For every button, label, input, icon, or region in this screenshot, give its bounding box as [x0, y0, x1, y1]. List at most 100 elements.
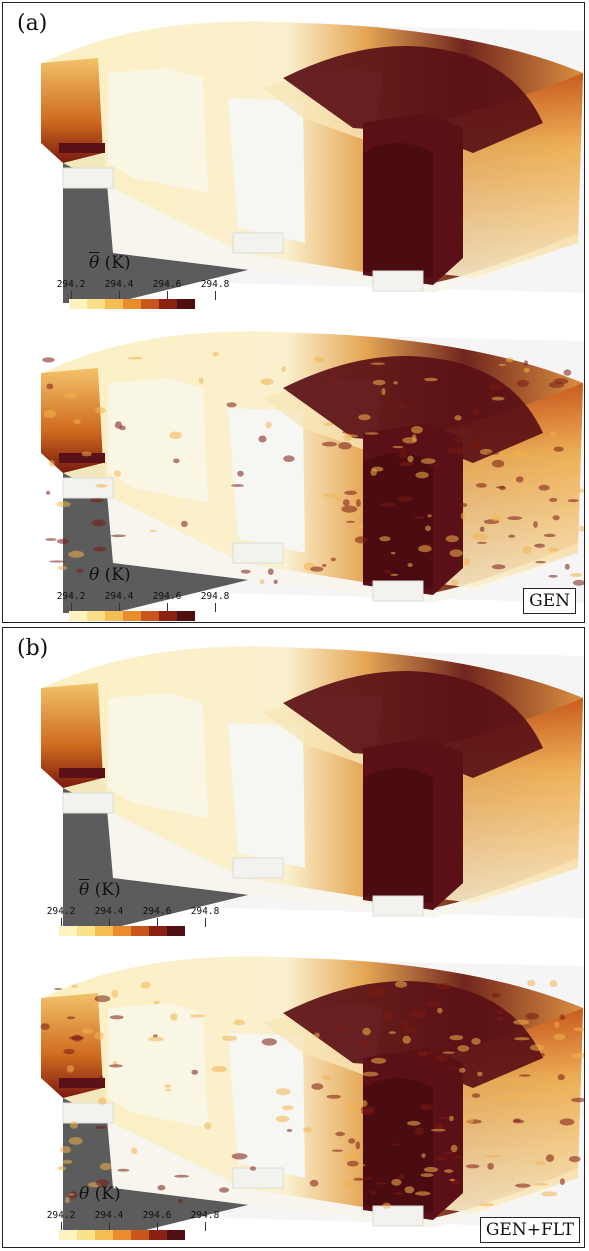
turbulence-speck	[467, 472, 481, 477]
turbulence-speck	[428, 464, 441, 467]
turbulence-speck	[119, 425, 126, 431]
turbulence-speck	[56, 501, 71, 508]
turbulence-speck	[174, 1174, 190, 1178]
turbulence-speck	[390, 573, 399, 576]
colorbar-swatch	[59, 1230, 77, 1240]
turbulence-speck	[309, 1179, 319, 1187]
turbulence-speck	[397, 1174, 405, 1180]
turbulence-speck	[515, 476, 524, 483]
support-foot	[372, 895, 424, 917]
turbulence-speck	[331, 1149, 343, 1152]
turbulence-speck	[569, 573, 583, 577]
left-block-base	[59, 768, 105, 778]
colorbar-swatch	[95, 1230, 113, 1240]
turbulence-speck	[68, 1193, 75, 1196]
turbulence-speck	[445, 535, 459, 543]
turbulence-speck	[471, 1037, 481, 1045]
turbulence-speck	[68, 1137, 83, 1145]
turbulence-speck	[479, 1203, 495, 1207]
turbulence-speck	[403, 1026, 416, 1033]
turbulence-speck	[371, 1057, 387, 1064]
turbulence-speck	[95, 1125, 107, 1129]
turbulence-speck	[43, 409, 57, 418]
turbulence-speck	[275, 1115, 290, 1123]
turbulence-speck	[240, 569, 251, 574]
turbulence-speck	[273, 579, 278, 584]
turbulence-speck	[549, 497, 558, 502]
turbulence-speck	[110, 534, 126, 538]
colorbar-swatch	[141, 611, 159, 621]
turbulence-speck	[349, 419, 359, 426]
turbulence-speck	[95, 484, 108, 488]
left-block-base	[59, 453, 105, 463]
turbulence-speck	[513, 1118, 522, 1123]
white-block	[108, 1003, 208, 1128]
turbulence-speck	[93, 1031, 104, 1040]
white-block	[108, 68, 208, 193]
turbulence-speck	[153, 1000, 160, 1005]
turbulence-speck	[434, 1055, 448, 1062]
turbulence-speck	[448, 447, 458, 454]
turbulence-speck	[99, 1162, 112, 1171]
turbulence-speck	[191, 1069, 198, 1075]
turbulence-speck	[332, 1025, 347, 1029]
turbulence-speck	[424, 377, 438, 382]
turbulence-speck	[423, 1166, 439, 1173]
turbulence-speck	[508, 534, 516, 538]
turbulence-speck	[534, 543, 546, 548]
turbulence-speck	[505, 357, 514, 363]
turbulence-speck	[334, 495, 340, 502]
turbulence-speck	[381, 388, 386, 396]
turbulence-speck	[491, 992, 501, 998]
turbulence-speck	[391, 1178, 402, 1186]
turbulence-speck	[164, 1084, 172, 1088]
turbulence-speck	[259, 579, 265, 585]
turbulence-speck	[190, 1014, 206, 1018]
turbulence-speck	[322, 1075, 331, 1080]
turbulence-speck	[433, 1001, 441, 1006]
turbulence-speck	[420, 1173, 434, 1177]
turbulence-speck	[370, 468, 378, 476]
turbulence-speck	[260, 378, 274, 385]
turbulence-speck	[437, 1007, 443, 1014]
turbulence-speck	[553, 1033, 566, 1040]
colorbar-swatch	[167, 926, 185, 936]
turbulence-speck	[449, 1035, 464, 1041]
turbulence-speck	[444, 1169, 454, 1173]
turbulence-speck	[310, 566, 324, 572]
turbulence-speck	[552, 515, 560, 521]
turbulence-speck	[358, 1193, 363, 1197]
turbulence-speck	[460, 512, 466, 520]
turbulence-speck	[384, 569, 391, 574]
panel-b: (b) θ (K) 294.2 294.4 294.6 294.8 θ (K) …	[2, 627, 585, 1248]
turbulence-speck	[484, 1154, 501, 1158]
turbulence-speck	[57, 565, 68, 570]
turbulence-speck	[344, 490, 357, 495]
turbulence-speck	[276, 1088, 291, 1096]
turbulence-speck	[513, 453, 528, 457]
turbulence-speck	[522, 546, 532, 554]
turbulence-speck	[400, 447, 405, 453]
colorbar-swatch	[87, 299, 105, 309]
turbulence-speck	[573, 1027, 584, 1032]
turbulence-speck	[286, 1129, 293, 1132]
hot-plume	[283, 46, 543, 153]
turbulence-speck	[221, 1035, 238, 1041]
turbulence-speck	[507, 516, 522, 520]
colorbar-instant: θ (K) 294.2 294.4 294.6 294.8	[39, 1184, 219, 1247]
support-foot	[372, 1205, 424, 1227]
turbulence-speck	[394, 981, 408, 988]
turbulence-speck	[149, 529, 157, 532]
turbulence-speck	[364, 432, 379, 435]
turbulence-speck	[211, 1065, 228, 1073]
turbulence-speck	[90, 498, 104, 503]
colorbar-mean: θ (K) 294.2 294.4 294.6 294.8	[49, 253, 229, 323]
turbulence-speck	[472, 533, 489, 541]
turbulence-speck	[411, 434, 417, 442]
turbulence-speck	[81, 451, 92, 457]
colorbar-swatch	[59, 926, 77, 936]
turbulence-speck	[435, 983, 451, 990]
turbulence-speck	[95, 1179, 110, 1187]
turbulence-speck	[63, 1048, 75, 1055]
turbulence-speck	[353, 1177, 365, 1181]
